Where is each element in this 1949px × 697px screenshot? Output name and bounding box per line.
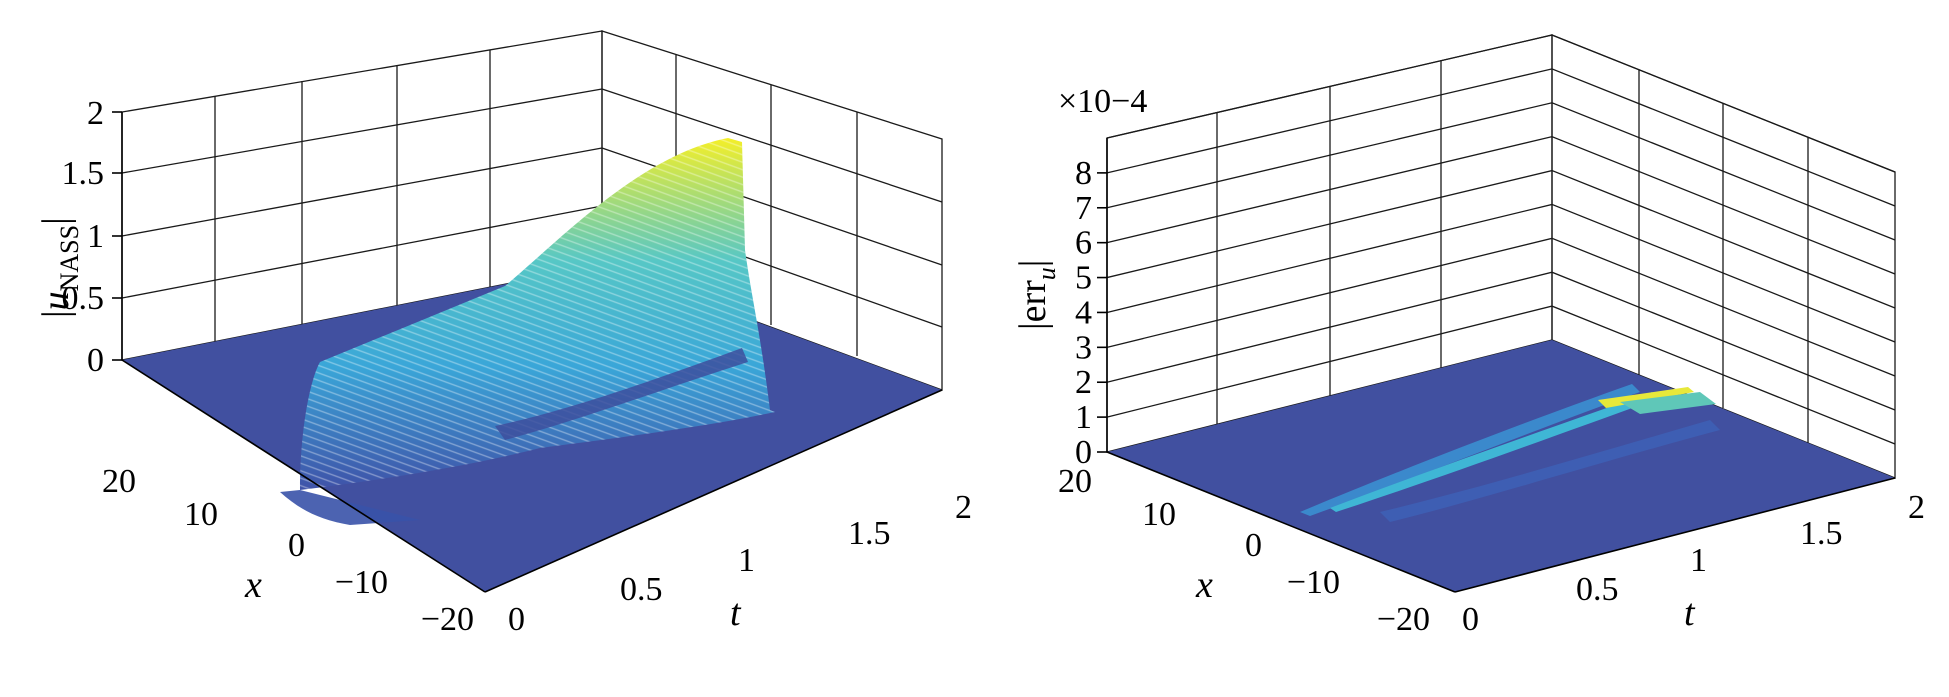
x-tick: 20 [102,463,136,500]
t-tick: 1 [1690,542,1707,579]
t-tick: 0.5 [1576,571,1619,608]
z-gridline [1106,68,1896,207]
z-tick: 3 [1075,329,1092,366]
exponent-label: ×10−4 [1058,83,1147,120]
z-tick: 0 [87,342,104,379]
z-tick: 2 [87,95,104,132]
t-tick-labels-left: 0 0.5 1 1.5 2 [508,489,972,638]
x-tick: 0 [1245,527,1262,564]
surface-floor [1107,340,1895,592]
z-axis-label: |uNASS| [35,217,84,318]
z-tick: 1 [1075,399,1092,436]
x-tick: 20 [1058,463,1092,500]
x-tick: 10 [184,496,218,533]
x-tick-labels-left: 20 10 0 −10 −20 [102,463,474,638]
z-tick: 0.5 [62,280,105,317]
z-tick: 1.5 [62,155,105,192]
t-axis-label: t [730,592,742,634]
z-tick: 1 [87,218,104,255]
x-tick: −10 [335,564,388,601]
z-axis-label: |erru| [1012,260,1061,330]
t-tick: 0.5 [620,571,663,608]
t-tick: 2 [1908,489,1925,526]
z-gridline [1106,203,1896,343]
z-gridline [1106,305,1896,445]
z-tick: 5 [1075,260,1092,297]
z-gridline [1106,102,1896,241]
x-axis-label: x [1195,564,1213,606]
z-tick: 7 [1075,190,1092,227]
z-tick: 4 [1075,294,1092,331]
surface-plot-amplitude: 0 0.5 1 1.5 2 20 10 0 −10 −20 0 0.5 1 1.… [35,30,972,638]
z-gridline [1106,271,1896,411]
error-streaks [1300,384,1720,522]
t-tick: 0 [1462,601,1479,638]
t-axis-label: t [1684,592,1696,634]
z-gridline [1106,135,1896,275]
t-tick: 1.5 [848,515,891,552]
grid-planes [121,30,943,391]
x-tick-labels-right: 20 10 0 −10 −20 [1058,463,1430,638]
soliton-ridge [280,138,775,525]
z-tick-labels-left: 0 0.5 1 1.5 2 [62,95,122,379]
t-tick-labels-right: 0 0.5 1 1.5 2 [1462,489,1925,638]
z-tick: 0 [1075,434,1092,471]
z-gridline [1106,237,1896,377]
x-axis-label: x [244,564,262,606]
x-tick: −20 [421,601,474,638]
z-tick: 2 [1075,364,1092,401]
z-gridline [1106,34,1896,173]
t-tick: 1.5 [1800,515,1843,552]
z-tick: 6 [1075,225,1092,262]
t-tick: 0 [508,601,525,638]
x-tick: 10 [1142,496,1176,533]
z-gridline [1106,169,1896,309]
t-tick: 1 [738,542,755,579]
z-gridlines-right [1106,34,1896,445]
z-tick: 8 [1075,155,1092,192]
t-tick: 2 [955,489,972,526]
x-tick: −20 [1377,601,1430,638]
x-tick: −10 [1287,564,1340,601]
x-tick: 0 [288,527,305,564]
